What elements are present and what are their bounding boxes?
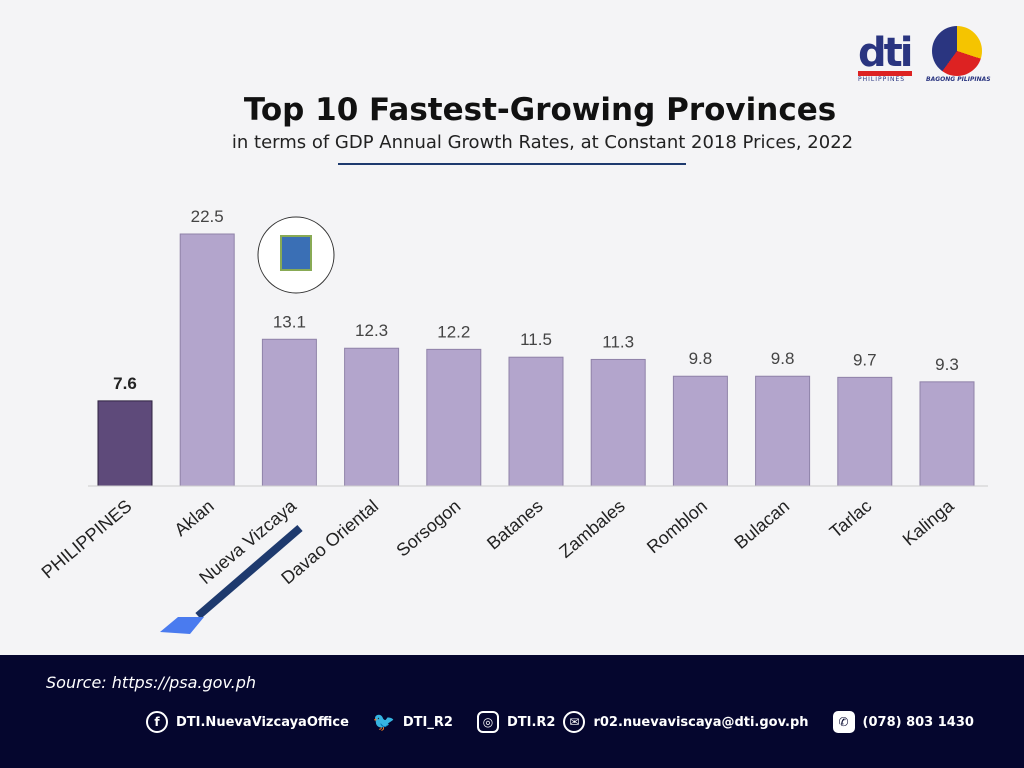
data-label: 9.3 bbox=[935, 355, 959, 374]
category-label: Aklan bbox=[170, 496, 217, 540]
phone-icon: ✆ bbox=[832, 711, 855, 733]
category-label: Bulacan bbox=[730, 496, 793, 553]
category-label: Tarlac bbox=[826, 496, 876, 542]
page-subtitle: in terms of GDP Annual Growth Rates, at … bbox=[231, 132, 854, 153]
category-label: Batanes bbox=[483, 496, 546, 554]
bar-tarlac bbox=[837, 376, 893, 487]
source-text: Source: https://psa.gov.ph bbox=[46, 673, 257, 692]
nueva-vizcaya-seal bbox=[257, 216, 335, 294]
category-label: Romblon bbox=[643, 496, 711, 558]
data-label: 13.1 bbox=[273, 312, 306, 331]
twitter-link[interactable]: DTI_R2 bbox=[402, 714, 453, 730]
email-icon: ✉ bbox=[563, 711, 586, 733]
bar-aklan bbox=[179, 233, 235, 487]
data-label: 22.5 bbox=[191, 207, 224, 226]
data-label: 11.5 bbox=[520, 330, 552, 349]
dti-logo: dti PHILIPPINES bbox=[858, 30, 913, 83]
bagong-pilipinas-logo: BAGONG PILIPINAS bbox=[926, 26, 991, 83]
highlight-pointer bbox=[160, 524, 303, 634]
category-label: Zambales bbox=[555, 496, 628, 562]
data-label: 9.7 bbox=[853, 350, 877, 369]
instagram-icon: ◎ bbox=[476, 711, 499, 733]
data-label: 12.3 bbox=[355, 321, 388, 340]
page-title: Top 10 Fastest-Growing Provinces bbox=[243, 92, 837, 128]
footer: Source: https://psa.gov.ph f DTI.NuevaViz… bbox=[0, 655, 1024, 768]
bar-philippines bbox=[97, 400, 153, 487]
data-label: 11.3 bbox=[602, 332, 634, 351]
data-label: 9.8 bbox=[689, 349, 713, 368]
category-label: Kalinga bbox=[899, 495, 959, 550]
bar-nueva-vizcaya bbox=[261, 338, 317, 487]
data-label: 12.2 bbox=[437, 322, 470, 341]
bar-davao-oriental bbox=[344, 347, 400, 487]
category-label: PHILIPPINES bbox=[38, 496, 136, 583]
instagram-link[interactable]: DTI.R2 bbox=[506, 714, 556, 730]
bar-romblon bbox=[672, 375, 728, 487]
contacts: f DTI.NuevaVizcayaOffice 🐦 DTI_R2 ◎ DTI.R2 … bbox=[146, 711, 974, 733]
bar-kalinga bbox=[919, 381, 975, 487]
facebook-link[interactable]: DTI.NuevaVizcayaOffice bbox=[176, 714, 349, 730]
phone-number: (078) 803 1430 bbox=[862, 714, 974, 730]
bar-sorsogon bbox=[426, 348, 482, 487]
facebook-icon: f bbox=[146, 711, 168, 733]
bar-batanes bbox=[508, 356, 564, 487]
data-label: 7.6 bbox=[113, 374, 137, 393]
logos: dti PHILIPPINES BAGONG PILIPINAS bbox=[858, 26, 991, 83]
bar-zambales bbox=[590, 358, 646, 487]
email-link[interactable]: r02.nuevaviscaya@dti.gov.ph bbox=[593, 714, 809, 730]
category-label: Sorsogon bbox=[392, 496, 464, 561]
twitter-icon: 🐦 bbox=[372, 711, 396, 733]
data-label: 9.8 bbox=[771, 349, 795, 368]
bar-bulacan bbox=[755, 375, 811, 487]
title-underline bbox=[338, 163, 686, 165]
